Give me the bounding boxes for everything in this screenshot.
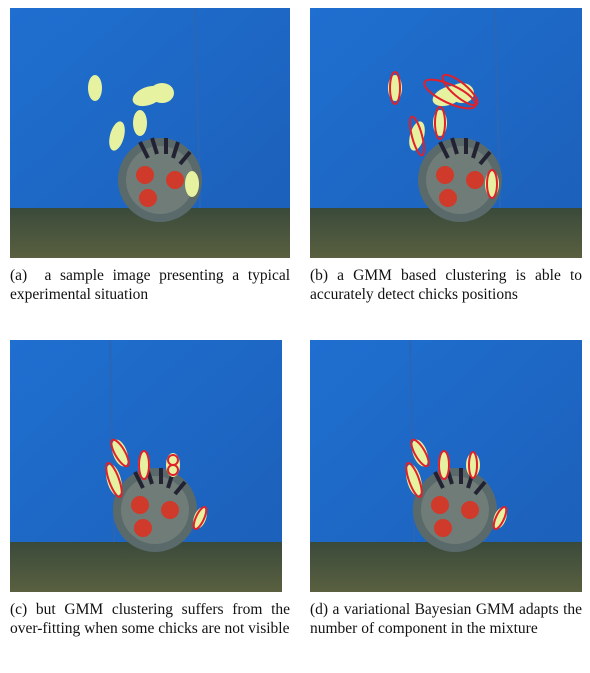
label: (c) [10,601,27,618]
figure-a: (a) a sample image presenting a typical … [10,8,290,304]
image [10,8,290,258]
figure-c: (c) but GMM clustering suffers from the … [10,340,290,638]
caption-text: a variational Bayesian GMM adapts the nu… [310,601,582,637]
figure-b: (b) a GMM based clustering is able to ac… [310,8,582,304]
image [310,8,582,258]
caption: (b) a GMM based clustering is able to ac… [310,266,582,304]
figure-d: (d) a variational Bayesian GMM adapts th… [310,340,582,638]
caption-text: but GMM clustering suffers from the over… [10,601,290,637]
label: (d) [310,601,328,618]
caption: (d) a variational Bayesian GMM adapts th… [310,600,582,638]
label: (a) [10,267,27,284]
label: (b) [310,267,328,284]
image [310,340,582,592]
caption: (c) but GMM clustering suffers from the … [10,600,290,638]
caption-text: a sample image presenting a typical expe… [10,267,290,303]
page: (a) a sample image presenting a typical … [0,0,590,673]
caption-text: a GMM based clustering is able to accura… [310,267,582,303]
caption: (a) a sample image presenting a typical … [10,266,290,304]
image [10,340,290,592]
